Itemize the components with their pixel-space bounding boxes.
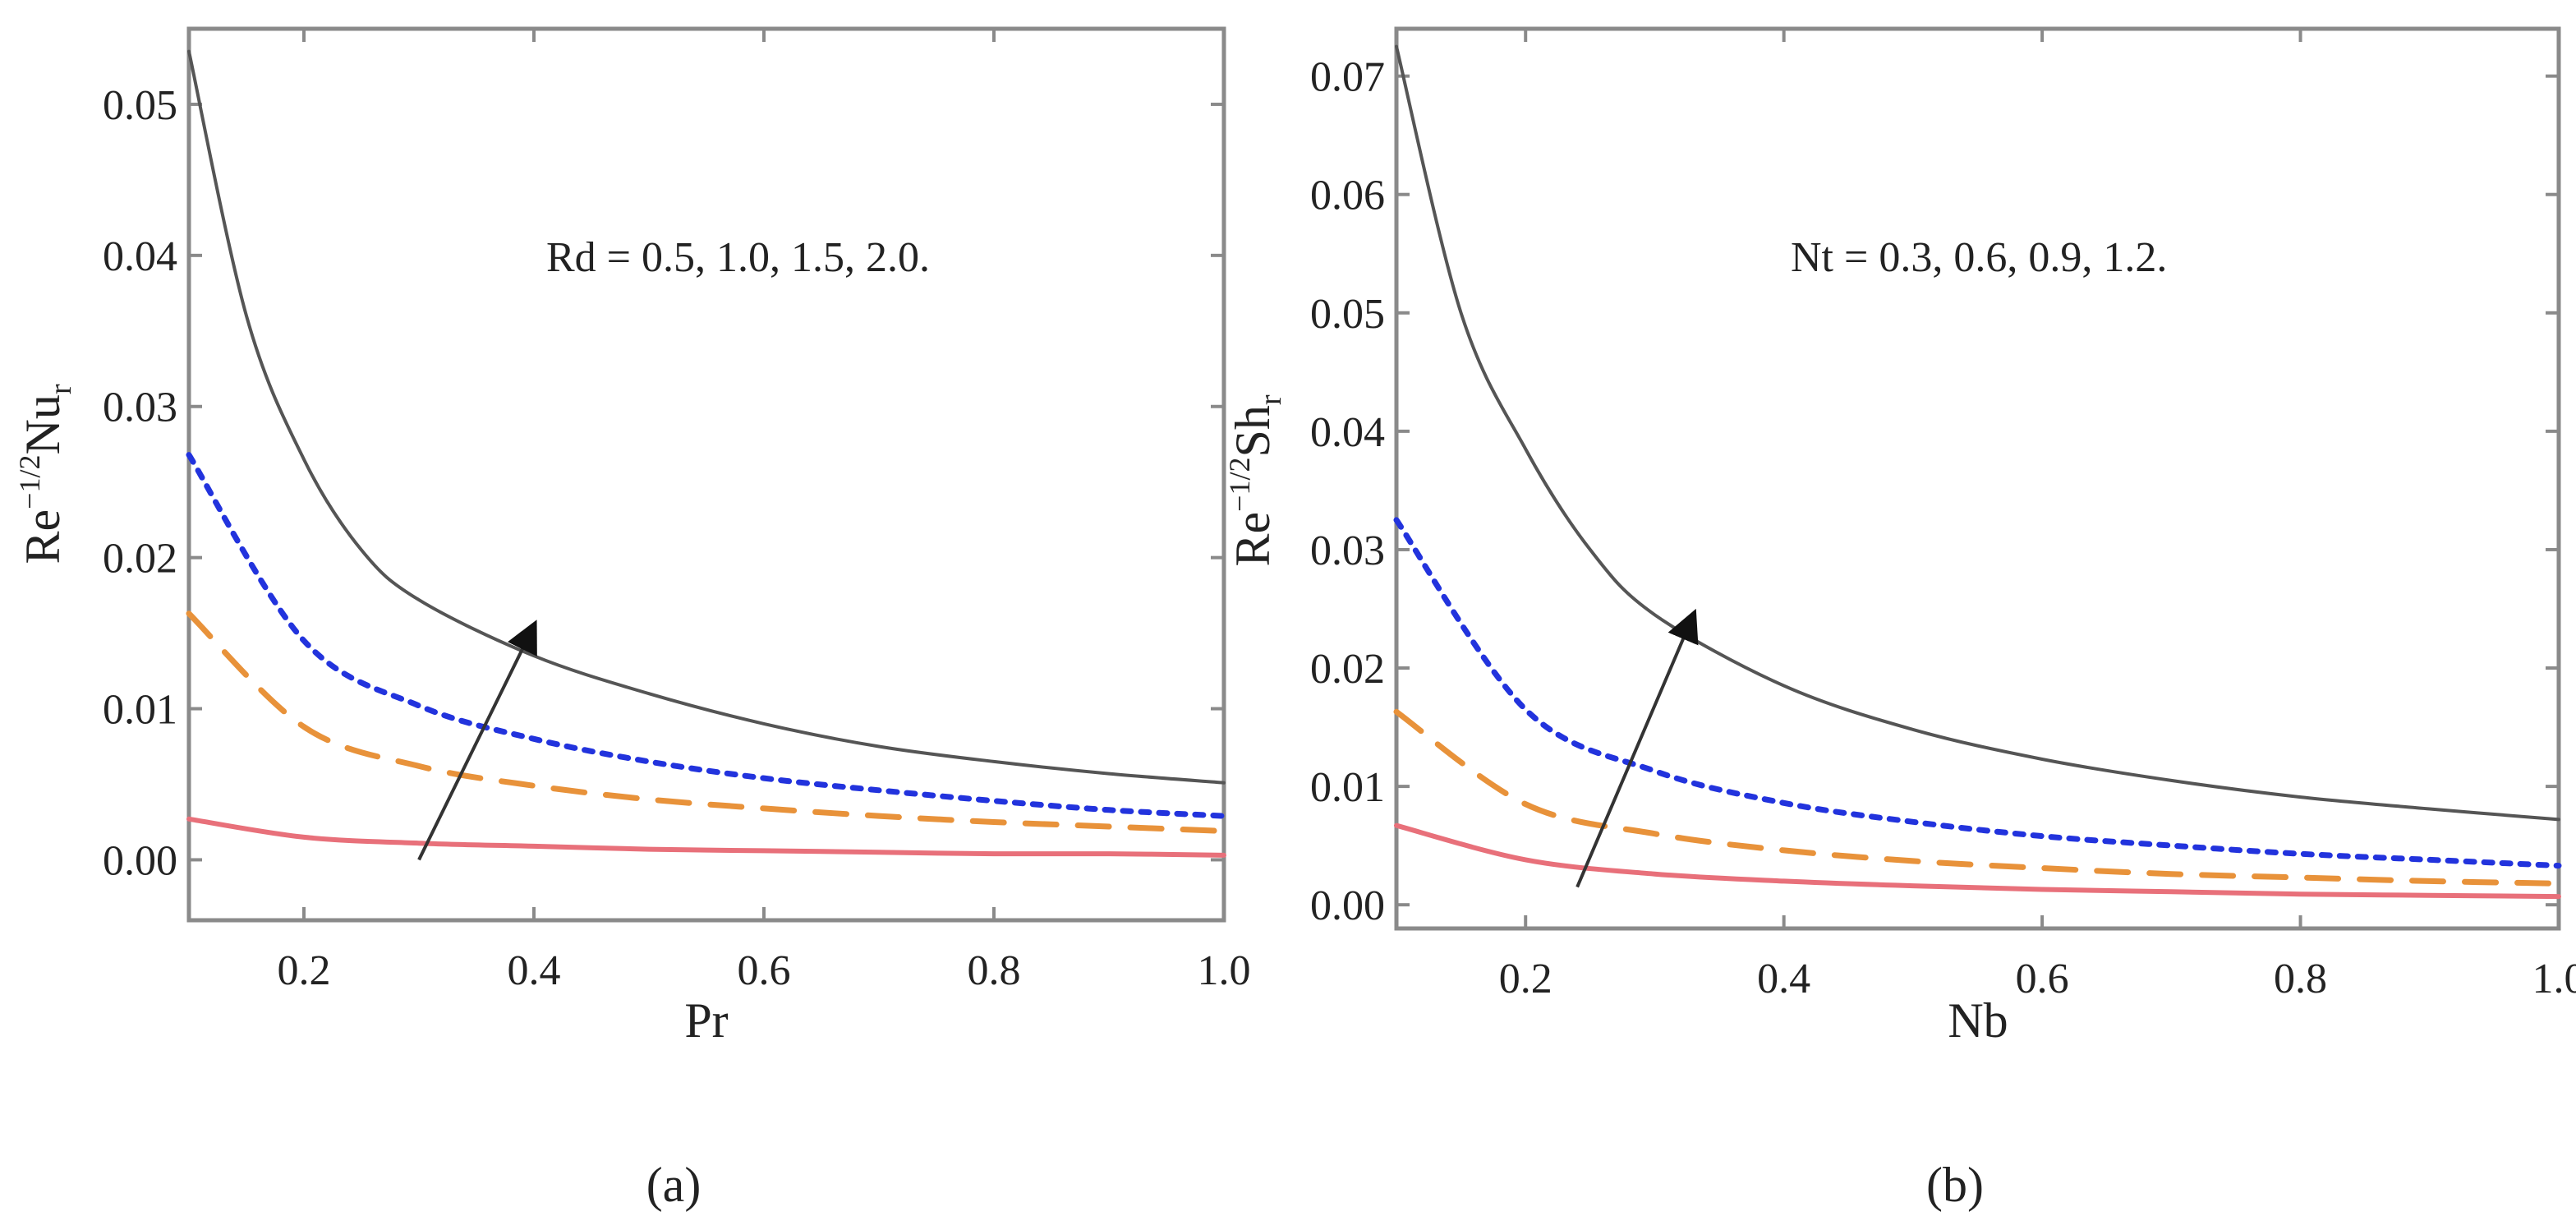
x-tick-label: 0.4 <box>508 947 561 994</box>
y-axis-title-base: Re <box>1226 512 1280 567</box>
y-axis-title-main: Nu <box>16 394 70 454</box>
y-axis-title: Re−1/2Shr <box>1223 394 1288 566</box>
trend-arrow <box>417 620 537 861</box>
parameter-annotation: Rd = 0.5, 1.0, 1.5, 2.0. <box>546 234 930 281</box>
x-tick-label: 0.6 <box>2016 956 2069 1002</box>
plot-frame <box>1394 26 2561 931</box>
y-axis-title-exponent: −1/2 <box>13 455 46 509</box>
y-tick-label: 0.01 <box>1310 764 1385 811</box>
y-tick-label: 0.05 <box>1310 291 1385 338</box>
x-tick-label: 0.6 <box>738 947 791 994</box>
y-axis-title-subscript: r <box>44 384 78 394</box>
x-tick-label: 0.2 <box>1499 956 1552 1002</box>
y-tick-label: 0.03 <box>1310 527 1385 574</box>
chart-panel-a: 0.2 0.4 0.6 0.8 1.0 0.00 0.01 0.02 0.03 0.04 0.05 R… <box>13 26 1251 1212</box>
y-tick-label: 0.01 <box>103 687 177 734</box>
y-axis-title-base: Re <box>16 509 70 564</box>
x-tick-label: 0.8 <box>968 947 1021 994</box>
plot-frame <box>186 26 1226 923</box>
series-line-1 <box>186 816 1226 858</box>
panel-label: (a) <box>646 1158 702 1212</box>
y-tick-label: 0.02 <box>1310 646 1385 693</box>
y-tick-label: 0.02 <box>103 536 177 583</box>
y-tick-label: 0.06 <box>1310 173 1385 219</box>
panel-label: (b) <box>1926 1158 1984 1212</box>
y-axis-title-main: Sh <box>1226 405 1280 457</box>
series-line-3 <box>186 452 1227 819</box>
series-line-4 <box>187 49 1226 785</box>
y-axis-title-exponent: −1/2 <box>1223 458 1256 512</box>
x-tick-label: 1.0 <box>1198 947 1251 994</box>
series-line-2 <box>1393 708 2562 887</box>
trend-arrow <box>1576 608 1699 888</box>
y-tick-label: 0.04 <box>103 233 177 280</box>
y-tick-label: 0.00 <box>1310 882 1385 929</box>
series-line-2 <box>186 610 1227 834</box>
x-tick-label: 0.8 <box>2274 956 2327 1002</box>
y-axis-title: Re−1/2Nur <box>13 384 78 564</box>
series-line-3 <box>1393 517 2562 869</box>
parameter-annotation: Nt = 0.3, 0.6, 0.9, 1.2. <box>1791 234 2167 281</box>
x-tick-label: 0.4 <box>1757 956 1810 1002</box>
x-axis-title: Pr <box>684 993 728 1048</box>
y-tick-label: 0.04 <box>1310 409 1385 456</box>
chart-panel-b: 0.2 0.4 0.6 0.8 1.0 0.00 0.01 0.02 0.03 0.04 0.05 0… <box>1223 26 2576 1212</box>
x-tick-label: 1.0 <box>2532 956 2576 1002</box>
x-axis-title: Nb <box>1948 993 2008 1048</box>
y-axis-title-subscript: r <box>1254 394 1288 405</box>
x-tick-label: 0.2 <box>278 947 331 994</box>
y-tick-label: 0.03 <box>103 385 177 431</box>
series-line-4 <box>1395 44 2560 822</box>
y-tick-label: 0.07 <box>1310 54 1385 101</box>
y-tick-label: 0.00 <box>103 837 177 884</box>
series-line-1 <box>1394 822 2561 900</box>
y-tick-label: 0.05 <box>103 82 177 129</box>
